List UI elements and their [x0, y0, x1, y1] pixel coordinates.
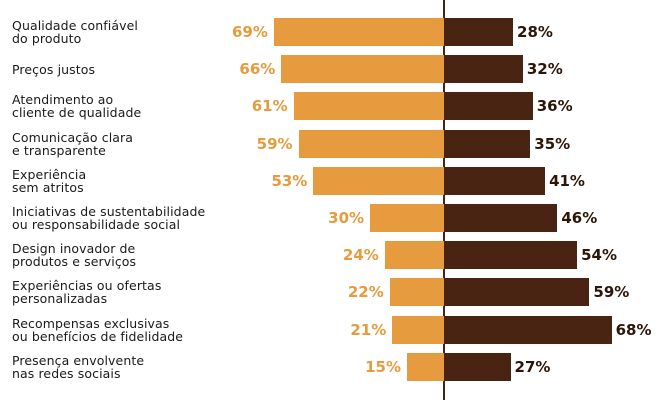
category-label-line: Comunicação clara: [12, 129, 134, 145]
bar-right: [444, 352, 511, 381]
category-label-line: Preços justos: [12, 61, 96, 77]
value-label-right: 32%: [526, 60, 563, 79]
category-label-line: ou responsabilidade social: [12, 217, 181, 232]
value-label-right: 59%: [593, 283, 630, 302]
bar-right: [444, 278, 590, 307]
category-label-line: Experiências ou ofertas: [12, 278, 162, 294]
bar-left: [407, 352, 444, 381]
value-label-right: 46%: [561, 209, 598, 227]
category-label-line: Qualidade confiável: [12, 18, 138, 33]
category-label-line: Presença envolvente: [12, 352, 145, 368]
value-label-right: 28%: [517, 23, 553, 41]
bar-right: [444, 55, 523, 84]
bar-left: [389, 278, 444, 307]
value-label-left: 30%: [328, 209, 365, 227]
category-label: Presença envolvente nas redes sociais: [12, 354, 237, 380]
category-label: Recompensas exclusivas ou benefícios de f…: [12, 317, 237, 343]
category-label-line: sem atritos: [12, 179, 84, 195]
bar-left: [281, 55, 444, 84]
category-label: Experiências ou ofertas personalizadas: [12, 279, 237, 305]
category-label-line: do produto: [12, 31, 82, 46]
center-divider: [443, 0, 445, 400]
bar-left: [293, 92, 444, 121]
category-label-line: Recompensas exclusivas: [12, 315, 170, 331]
category-label-line: Atendimento ao: [12, 92, 114, 108]
category-label-line: e transparente: [12, 142, 106, 158]
bar-right: [444, 92, 533, 121]
category-label: Atendimento ao cliente de qualidade: [12, 93, 237, 119]
value-label-left: 15%: [365, 357, 402, 376]
value-label-left: 69%: [232, 23, 268, 41]
bar-left: [370, 204, 444, 232]
bar-right: [444, 129, 531, 158]
value-label-right: 68%: [615, 320, 652, 339]
bar-left: [384, 241, 444, 270]
value-label-left: 59%: [256, 134, 293, 153]
bar-right: [444, 166, 546, 195]
category-label: Preços justos: [12, 63, 237, 76]
value-label-left: 22%: [347, 283, 384, 302]
value-label-right: 36%: [536, 97, 573, 116]
bar-right: [444, 241, 578, 270]
category-label-line: Iniciativas de sustentabilidade: [12, 204, 206, 219]
value-label-left: 61%: [251, 97, 288, 116]
bar-left: [392, 315, 444, 344]
value-label-left: 53%: [271, 171, 308, 190]
bar-right: [444, 315, 612, 344]
value-label-right: 41%: [549, 171, 585, 190]
bar-right: [444, 204, 558, 232]
category-label: Comunicação clara e transparente: [12, 131, 237, 157]
value-label-left: 24%: [342, 246, 379, 265]
category-label: Qualidade confiável do produto: [12, 19, 237, 45]
category-label: Design inovador de produtos e serviços: [12, 242, 237, 268]
category-label-line: produtos e serviços: [12, 254, 137, 270]
bar-left: [273, 18, 444, 46]
category-label-line: Experiência: [12, 166, 87, 182]
value-label-right: 27%: [514, 357, 551, 376]
bar-left: [313, 166, 444, 195]
value-label-right: 35%: [534, 134, 571, 153]
value-label-left: 66%: [239, 60, 276, 79]
value-label-left: 21%: [350, 320, 387, 339]
bar-left: [298, 129, 444, 158]
value-label-right: 54%: [581, 246, 618, 265]
category-label-line: ou benefícios de fidelidade: [12, 328, 184, 344]
bar-right: [444, 18, 514, 46]
category-label-line: nas redes sociais: [12, 365, 121, 381]
category-label-line: Design inovador de: [12, 241, 136, 257]
category-label-line: cliente de qualidade: [12, 105, 142, 121]
category-label: Iniciativas de sustentabilidade ou respon…: [12, 205, 237, 231]
category-label-line: personalizadas: [12, 291, 108, 307]
category-label: Experiência sem atritos: [12, 168, 237, 194]
